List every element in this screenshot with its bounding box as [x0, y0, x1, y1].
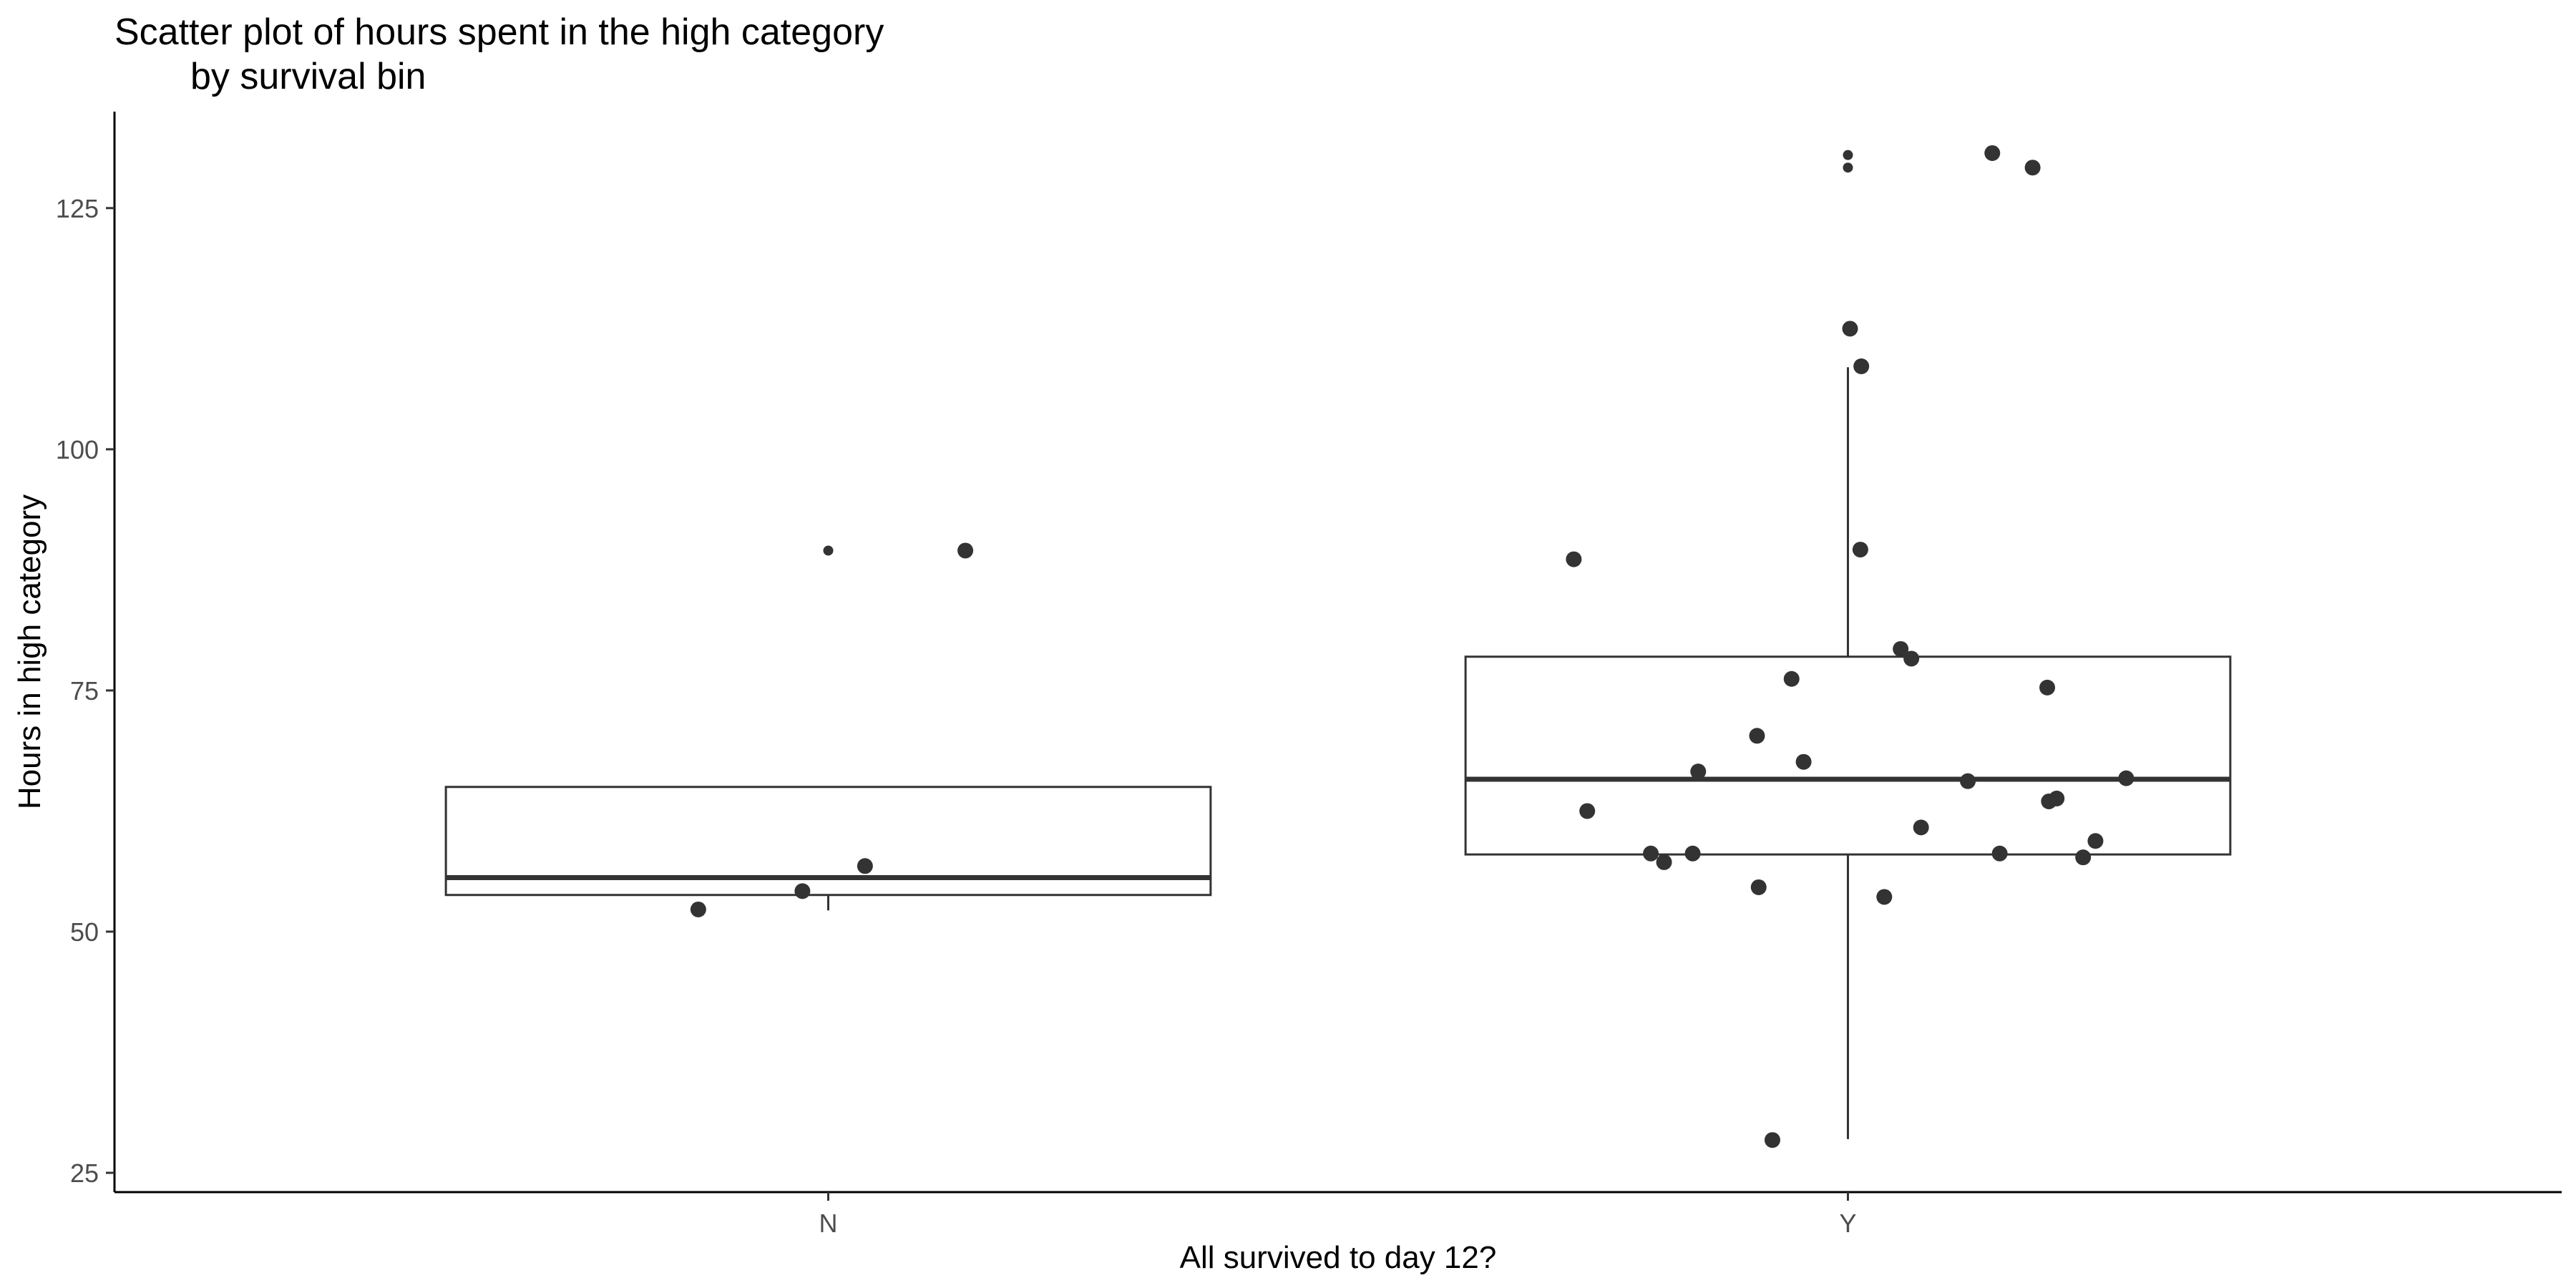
data-point-5 — [2024, 160, 2041, 176]
data-point-31 — [1876, 889, 1893, 905]
chart-title: Scatter plot of hours spent in the high … — [114, 10, 884, 99]
data-point-24 — [2087, 833, 2104, 849]
boxes-layer — [444, 367, 2232, 1139]
chart-title-line-2: by survival bin — [190, 56, 426, 97]
data-point-12 — [1903, 650, 1920, 667]
data-point-29 — [1656, 854, 1672, 870]
y-tick-label-125: 125 — [56, 194, 99, 223]
data-point-28 — [2075, 849, 2092, 866]
data-point-18 — [2118, 770, 2135, 786]
data-point-4 — [690, 901, 706, 917]
data-point-15 — [1749, 728, 1765, 744]
chart-title-line-1: Scatter plot of hours spent in the high … — [114, 11, 884, 53]
data-point-2 — [857, 858, 873, 874]
outlier-point-1 — [823, 545, 834, 556]
data-point-21 — [2041, 793, 2057, 809]
data-point-32 — [1764, 1132, 1780, 1148]
y-tick-label-75: 75 — [70, 676, 99, 706]
outlier-point-3 — [1843, 162, 1853, 173]
data-point-16 — [1795, 753, 1812, 770]
outlier-point-4 — [1843, 150, 1853, 160]
data-point-14 — [2039, 679, 2056, 696]
data-point-22 — [1579, 803, 1596, 819]
data-point-23 — [1913, 819, 1929, 836]
data-point-19 — [1960, 773, 1976, 789]
data-point-9 — [1852, 542, 1868, 558]
data-point-11 — [1893, 640, 1909, 657]
box-y — [1464, 655, 2232, 856]
y-tick-label-25: 25 — [70, 1158, 99, 1188]
data-point-27 — [1643, 845, 1659, 862]
data-point-7 — [1842, 321, 1858, 337]
data-point-25 — [1684, 845, 1701, 862]
data-point-1 — [957, 542, 974, 559]
data-point-17 — [1690, 763, 1707, 780]
data-point-6 — [1984, 145, 2001, 161]
data-point-13 — [1783, 670, 1800, 687]
x-tick-label-n: N — [819, 1209, 838, 1238]
data-point-3 — [794, 883, 811, 899]
box-n — [444, 786, 1212, 897]
y-tick-label-100: 100 — [56, 435, 99, 464]
x-tick-label-y: Y — [1839, 1209, 1856, 1238]
x-axis-title: All survived to day 12? — [1180, 1240, 1497, 1275]
data-point-26 — [1991, 845, 2008, 862]
y-axis-title: Hours in high category — [12, 494, 47, 809]
points-layer — [690, 145, 2135, 1148]
data-point-30 — [1750, 879, 1767, 895]
data-point-8 — [1853, 358, 1870, 374]
y-tick-label-50: 50 — [70, 917, 99, 947]
axes-layer: 25 50 75 100 125 N Y — [56, 112, 2562, 1238]
data-point-10 — [1566, 551, 1582, 567]
